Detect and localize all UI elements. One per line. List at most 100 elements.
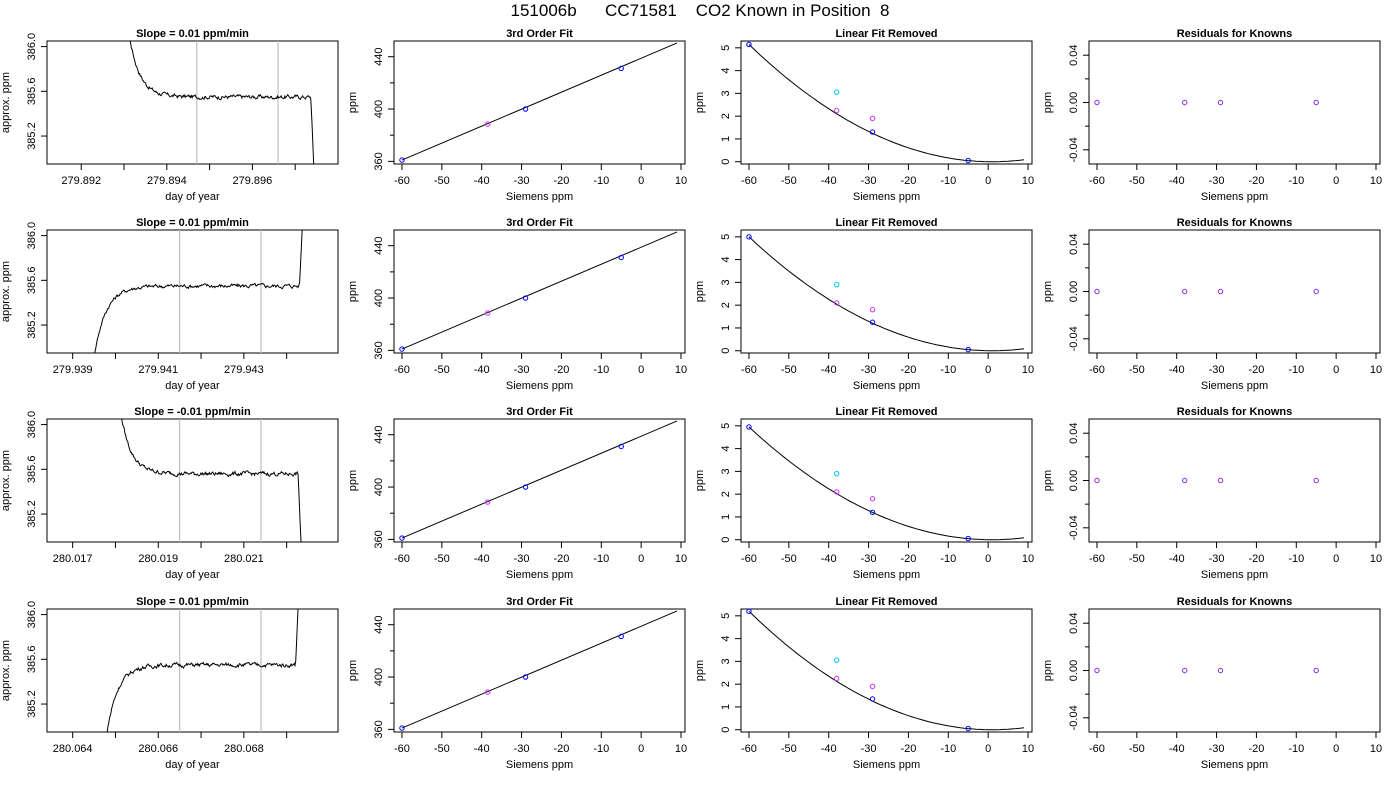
row3-residuals-x-tick-label: -40 xyxy=(1169,553,1185,565)
row2-timeseries-x-tick-label: 279.941 xyxy=(138,364,178,376)
row4-timeseries-y-axis-label: approx. ppm xyxy=(0,640,12,701)
row4-linremoved-x-tick-label: -10 xyxy=(940,743,956,755)
row2-linremoved-x-tick-label: -60 xyxy=(741,364,757,376)
row2-residuals-x-tick-label: -50 xyxy=(1129,364,1145,376)
row3-timeseries-x-tick-label: 280.019 xyxy=(138,553,178,565)
row4-linremoved-data-point xyxy=(833,657,840,663)
row3-fit-panel-title: 3rd Order Fit xyxy=(506,406,573,418)
row1-fit-x-tick-label: -60 xyxy=(394,175,410,187)
row4-fit-data-point xyxy=(618,633,624,640)
row3-timeseries-x-tick-label: 280.017 xyxy=(53,553,93,565)
row2-timeseries-y-tick-label: 386.0 xyxy=(26,222,38,250)
row3-fit-y-tick-label: 360 xyxy=(373,530,385,548)
row3-linremoved-data-point xyxy=(869,509,876,516)
row4-fit-x-axis-label: Siemens ppm xyxy=(506,759,573,771)
row2-timeseries-x-tick-label: 279.943 xyxy=(224,364,264,376)
row1-residuals-residual-point xyxy=(1217,99,1224,106)
row1-linremoved-y-axis-label: ppm xyxy=(694,92,706,113)
row4-residuals-plot-frame xyxy=(1088,608,1381,733)
row2-fit-y-tick-label: 440 xyxy=(373,237,385,255)
row1-fit-x-tick-label: -50 xyxy=(434,175,450,187)
row4-timeseries-series-line xyxy=(106,609,299,732)
row1-residuals-residual-point xyxy=(1181,99,1188,106)
row3-residuals-y-tick-label: 0.00 xyxy=(1068,470,1080,491)
row4-residuals-x-axis-label: Siemens ppm xyxy=(1201,759,1268,771)
row2-linremoved-data-point xyxy=(965,346,971,353)
row3-linremoved-y-tick-label: 0 xyxy=(720,537,732,543)
row1-timeseries-y-tick-label: 386.0 xyxy=(26,33,38,61)
row4-residuals-x-tick-label: -40 xyxy=(1169,743,1185,755)
row2-fit-data-point xyxy=(618,254,624,261)
row1-linremoved-y-tick-label: 4 xyxy=(720,68,732,74)
row1-fit-x-tick-label: 10 xyxy=(675,175,687,187)
row1-linremoved-data-point xyxy=(965,157,971,164)
row3-linremoved-x-tick-label: -10 xyxy=(940,553,956,565)
row4-fit-x-tick-label: 0 xyxy=(638,743,644,755)
row1-linremoved-y-tick-label: 5 xyxy=(720,45,732,51)
row4-fit-fit-line xyxy=(401,610,678,729)
row2-timeseries-series-line xyxy=(94,230,303,353)
row4-fit-x-tick-label: -10 xyxy=(593,743,609,755)
row1-linremoved-x-tick-label: -10 xyxy=(940,175,956,187)
row1-fit-panel-title: 3rd Order Fit xyxy=(506,28,573,40)
row4-residuals-residual-point xyxy=(1313,667,1319,674)
row4-linremoved-y-tick-label: 4 xyxy=(720,636,732,642)
row4-timeseries-y-tick-label: 385.6 xyxy=(26,646,38,674)
row1-linremoved-data-point xyxy=(869,129,876,135)
row1-timeseries-x-tick-label: 279.894 xyxy=(147,175,187,187)
row2-linremoved-plot-frame xyxy=(740,229,1033,354)
row2-linremoved-data-point xyxy=(746,234,752,240)
row1-linremoved-data-point xyxy=(746,41,752,48)
row3-residuals-x-tick-label: 10 xyxy=(1370,553,1382,565)
row2-timeseries-y-tick-label: 385.2 xyxy=(26,311,38,339)
row3-linremoved-x-tick-label: -40 xyxy=(821,553,837,565)
row3-residuals-panel-title: Residuals for Knowns xyxy=(1177,406,1293,418)
row1-linremoved-data-point xyxy=(869,115,876,122)
row4-timeseries-y-tick-label: 385.2 xyxy=(26,690,38,718)
row1-residuals-x-tick-label: -20 xyxy=(1248,175,1264,187)
row1-linremoved-x-tick-label: 10 xyxy=(1022,175,1034,187)
row3-timeseries-series-line xyxy=(121,419,302,542)
row3-linremoved-y-tick-label: 5 xyxy=(720,423,732,429)
row1-fit-fit-line xyxy=(401,42,678,161)
row3-linremoved-y-tick-label: 4 xyxy=(720,446,732,452)
row2-linremoved-y-tick-label: 2 xyxy=(720,302,732,308)
row3-linremoved-y-tick-label: 2 xyxy=(720,491,732,497)
row2-linremoved-y-tick-label: 3 xyxy=(720,279,732,285)
row4-residuals-x-tick-label: 0 xyxy=(1333,743,1339,755)
row1-fit-y-axis-label: ppm xyxy=(347,92,359,113)
row1-residuals-y-tick-label: 0.00 xyxy=(1068,92,1080,113)
row3-linremoved-data-point xyxy=(833,489,840,495)
row2-linremoved-y-tick-label: 1 xyxy=(720,325,732,331)
row1-residuals-x-tick-label: -40 xyxy=(1169,175,1185,187)
row2-residuals-panel-title: Residuals for Knowns xyxy=(1177,217,1293,229)
row2-linremoved-panel-title: Linear Fit Removed xyxy=(835,217,937,229)
row2-timeseries-panel-title: Slope = 0.01 ppm/min xyxy=(136,217,249,229)
row3-linremoved-panel-title: Linear Fit Removed xyxy=(835,406,937,418)
row3-linremoved-x-tick-label: -60 xyxy=(741,553,757,565)
row3-fit-x-axis-label: Siemens ppm xyxy=(506,569,573,581)
row4-residuals-x-tick-label: -20 xyxy=(1248,743,1264,755)
row1-linremoved-y-tick-label: 3 xyxy=(720,90,732,96)
row4-fit-data-point xyxy=(484,689,491,695)
row4-timeseries-plot-frame xyxy=(46,608,339,733)
row2-fit-y-tick-label: 360 xyxy=(373,341,385,359)
row4-linremoved-data-point xyxy=(869,683,876,690)
row3-linremoved-data-point xyxy=(869,496,876,502)
row1-linremoved-x-axis-label: Siemens ppm xyxy=(853,191,920,203)
row4-linremoved-y-tick-label: 0 xyxy=(720,727,732,733)
row4-linremoved-data-point xyxy=(833,675,840,682)
row2-residuals-y-tick-label: 0.00 xyxy=(1068,281,1080,302)
row1-timeseries-y-axis-label: approx. ppm xyxy=(0,72,12,133)
row1-timeseries-plot-frame xyxy=(46,40,339,165)
row3-linremoved-x-tick-label: -20 xyxy=(900,553,916,565)
row4-residuals-x-tick-label: 10 xyxy=(1370,743,1382,755)
row3-timeseries-plot-frame xyxy=(46,418,339,543)
row4-linremoved-y-tick-label: 2 xyxy=(720,681,732,687)
row2-linremoved-x-tick-label: -10 xyxy=(940,364,956,376)
row4-fit-y-axis-label: ppm xyxy=(347,660,359,681)
row2-residuals-x-tick-label: -40 xyxy=(1169,364,1185,376)
row2-linremoved-x-tick-label: -40 xyxy=(821,364,837,376)
row4-timeseries-x-tick-label: 280.066 xyxy=(138,743,178,755)
row3-fit-x-tick-label: 10 xyxy=(675,553,687,565)
